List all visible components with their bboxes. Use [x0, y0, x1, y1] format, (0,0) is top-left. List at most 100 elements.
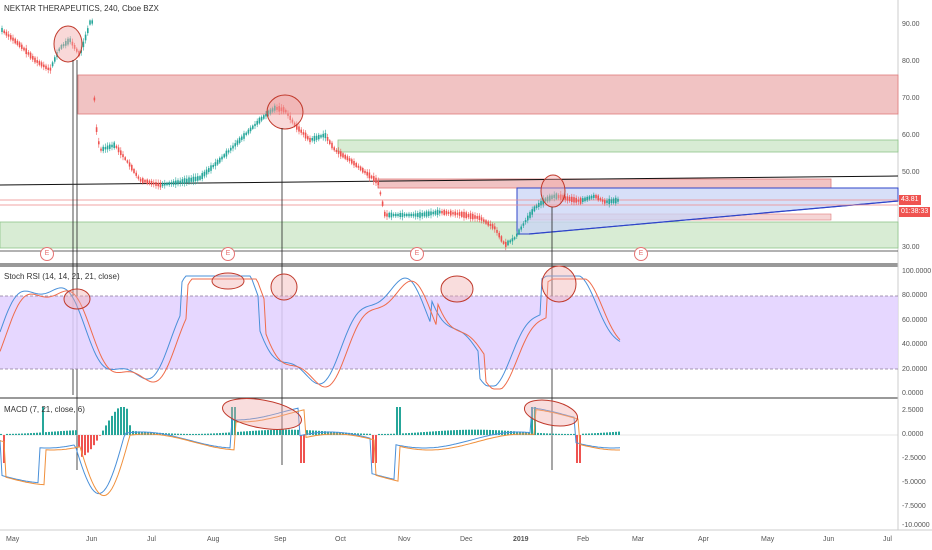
- candle-body: [38, 61, 41, 65]
- candle-body: [423, 212, 426, 217]
- candle-body: [366, 171, 368, 176]
- candle-body: [538, 202, 540, 207]
- histogram-bar: [432, 431, 434, 435]
- candle-body: [241, 136, 243, 140]
- price-tick: 30.00: [902, 244, 920, 251]
- candle-body: [430, 211, 432, 216]
- macd-tick: -7.5000: [902, 503, 926, 510]
- histogram-bar: [267, 430, 269, 435]
- histogram-bar: [90, 435, 92, 450]
- candle-body: [362, 168, 364, 173]
- main-legend[interactable]: NEKTAR THERAPEUTICS, 240, Cboe BZX: [4, 4, 159, 13]
- histogram-bar: [561, 433, 563, 435]
- histogram-bar: [447, 430, 449, 435]
- candle-body: [76, 48, 78, 52]
- candle-body: [546, 196, 549, 202]
- earnings-badge[interactable]: E: [410, 247, 424, 261]
- candle-body: [168, 182, 170, 185]
- candle-body: [597, 195, 599, 201]
- histogram-bar: [456, 430, 458, 435]
- candle-body: [505, 241, 507, 247]
- price-tick: 80.00: [902, 58, 920, 65]
- histogram-bar: [573, 433, 575, 435]
- candle-body: [232, 145, 234, 149]
- histogram-bar: [510, 431, 512, 435]
- candle-body: [102, 146, 104, 152]
- candle-body: [282, 107, 285, 113]
- histogram-bar: [582, 433, 584, 435]
- histogram-bar: [495, 430, 497, 435]
- histogram-bar: [480, 429, 482, 435]
- histogram-bar: [279, 429, 281, 435]
- candle-body: [348, 158, 351, 162]
- histogram-bar: [384, 433, 386, 435]
- candle-body: [566, 196, 569, 201]
- macd-tick: -2.5000: [902, 455, 926, 462]
- candle-body: [36, 60, 38, 63]
- histogram-bar: [54, 431, 56, 435]
- histogram-bar: [366, 433, 368, 435]
- rsi-legend[interactable]: Stoch RSI (14, 14, 21, 21, close): [4, 272, 120, 281]
- rsi-marker-3: [270, 273, 298, 301]
- candle-body: [593, 194, 595, 198]
- histogram-bar: [354, 433, 356, 435]
- candle-body: [397, 213, 399, 217]
- histogram-bar: [405, 433, 407, 435]
- histogram-bar: [294, 429, 296, 435]
- candle-body: [535, 205, 538, 208]
- rsi-marker-1: [63, 288, 91, 310]
- candle-body: [194, 176, 197, 181]
- candle-body: [153, 182, 155, 185]
- candle-body: [403, 213, 406, 217]
- earnings-badge[interactable]: E: [40, 247, 54, 261]
- candle-body: [58, 48, 60, 52]
- trendline-blue: [528, 200, 899, 235]
- candle-body: [67, 38, 69, 45]
- histogram-bar: [426, 431, 428, 435]
- histogram-bar: [594, 433, 596, 435]
- candle-body: [346, 156, 349, 161]
- histogram-bar: [591, 433, 593, 435]
- candle-body: [14, 38, 16, 44]
- candle-body: [164, 183, 166, 186]
- macd-marker-1: [222, 398, 302, 430]
- candle-body: [34, 57, 36, 63]
- candle-body: [582, 198, 584, 203]
- candle-body: [476, 216, 478, 219]
- histogram-bar: [381, 433, 383, 435]
- histogram-bar: [135, 431, 137, 435]
- candle-body: [296, 123, 298, 130]
- candle-body: [333, 147, 335, 151]
- histogram-bar: [363, 433, 365, 435]
- earnings-badge[interactable]: E: [634, 247, 648, 261]
- candle-body: [87, 28, 89, 34]
- earnings-badge[interactable]: E: [221, 247, 235, 261]
- histogram-bar: [252, 430, 254, 435]
- candle-body: [542, 198, 544, 205]
- candle-body: [267, 110, 269, 117]
- candle-body: [183, 178, 186, 184]
- candle-body: [91, 20, 93, 24]
- histogram-bar: [423, 432, 425, 435]
- candle-body: [335, 149, 338, 153]
- candle-body: [439, 210, 441, 214]
- macd-legend[interactable]: MACD (7, 21, close, 6): [4, 405, 85, 414]
- candle-body: [384, 211, 386, 217]
- time-tick: Aug: [207, 536, 220, 543]
- candle-body: [522, 223, 525, 226]
- macd-tick: -10.0000: [902, 522, 930, 529]
- candle-body: [260, 116, 263, 121]
- time-tick: Jun: [86, 536, 98, 543]
- candle-body: [612, 198, 615, 204]
- histogram-bar: [606, 432, 608, 435]
- histogram-bar: [6, 433, 8, 435]
- candle-body: [1, 28, 3, 32]
- candle-body: [575, 197, 577, 203]
- histogram-bar: [207, 433, 209, 435]
- candle-body: [214, 162, 217, 167]
- time-tick: Sep: [274, 536, 287, 543]
- histogram-bar: [69, 430, 71, 435]
- histogram-bar: [324, 431, 326, 435]
- histogram-bar: [15, 433, 17, 435]
